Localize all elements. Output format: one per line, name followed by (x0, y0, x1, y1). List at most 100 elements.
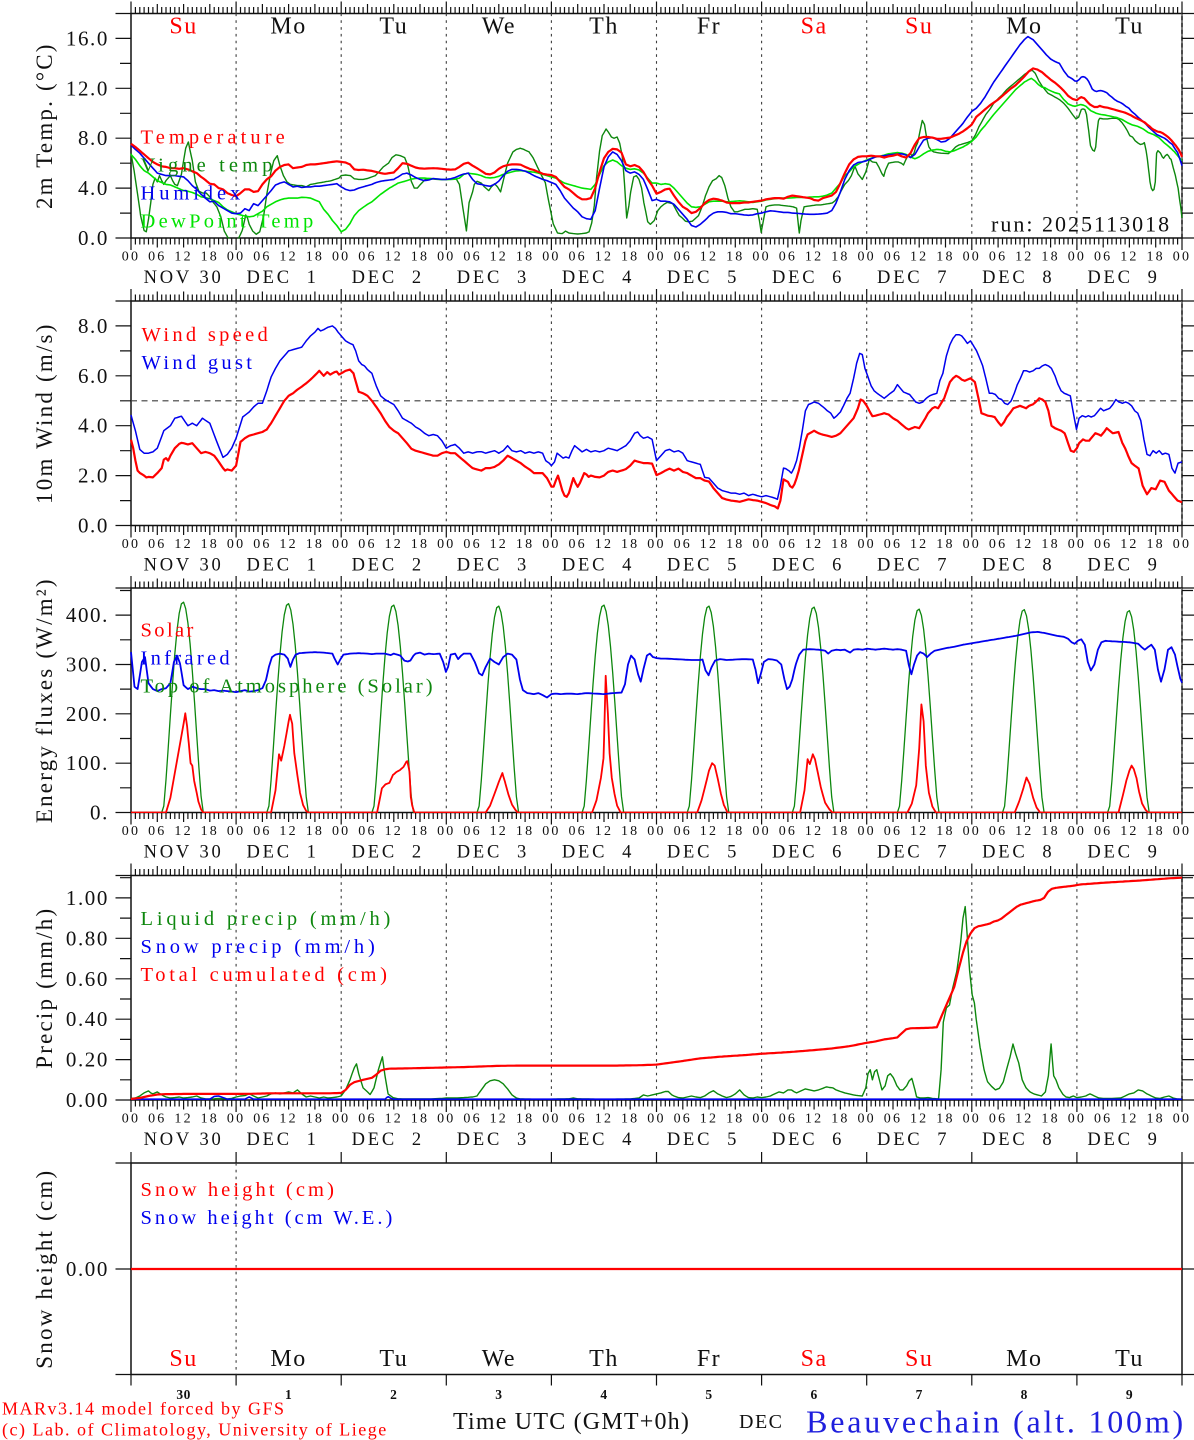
svg-text:00: 00 (542, 1112, 560, 1127)
svg-text:10m Wind (m/s): 10m Wind (m/s) (32, 322, 57, 504)
svg-text:NOV 30: NOV 30 (144, 268, 224, 288)
svg-text:06: 06 (884, 537, 902, 552)
svg-text:12: 12 (1015, 1112, 1033, 1127)
svg-text:06: 06 (779, 537, 797, 552)
svg-text:DEC 4: DEC 4 (562, 1130, 634, 1150)
svg-text:06: 06 (1094, 250, 1112, 265)
svg-text:00: 00 (542, 250, 560, 265)
svg-text:DEC 4: DEC 4 (562, 556, 634, 576)
svg-text:1: 1 (285, 1387, 292, 1402)
svg-text:DEC 1: DEC 1 (246, 556, 318, 576)
svg-text:18: 18 (411, 824, 429, 839)
svg-text:00: 00 (647, 537, 665, 552)
svg-text:06: 06 (463, 1112, 481, 1127)
svg-text:12: 12 (700, 824, 718, 839)
svg-text:8: 8 (1021, 1387, 1028, 1402)
svg-text:Tu: Tu (1115, 14, 1144, 40)
svg-text:Mo: Mo (270, 1346, 306, 1372)
svg-text:06: 06 (253, 1112, 271, 1127)
svg-text:12: 12 (174, 537, 192, 552)
svg-text:Wind gust: Wind gust (142, 352, 256, 374)
svg-text:We: We (482, 1346, 516, 1372)
svg-text:18: 18 (516, 537, 534, 552)
svg-text:NOV 30: NOV 30 (144, 556, 224, 576)
svg-text:18: 18 (306, 1112, 324, 1127)
svg-text:12: 12 (1015, 537, 1033, 552)
svg-text:0.00: 0.00 (66, 1257, 109, 1281)
svg-text:18: 18 (201, 824, 219, 839)
svg-text:Snow height (cm): Snow height (cm) (141, 1179, 338, 1201)
svg-text:Snow precip (mm/h): Snow precip (mm/h) (141, 936, 379, 958)
svg-text:DEC 3: DEC 3 (457, 268, 529, 288)
svg-text:400.: 400. (66, 603, 109, 627)
svg-text:Snow height (cm): Snow height (cm) (32, 1169, 57, 1369)
svg-text:12: 12 (1120, 1112, 1138, 1127)
svg-text:00: 00 (1173, 250, 1191, 265)
svg-text:Sa: Sa (801, 14, 828, 40)
svg-text:6: 6 (810, 1387, 817, 1402)
svg-text:Fr: Fr (697, 1346, 721, 1372)
svg-text:00: 00 (752, 250, 770, 265)
svg-text:06: 06 (1094, 537, 1112, 552)
svg-text:00: 00 (227, 250, 245, 265)
svg-text:06: 06 (884, 824, 902, 839)
svg-text:06: 06 (989, 824, 1007, 839)
svg-text:00: 00 (647, 824, 665, 839)
svg-text:Su: Su (169, 14, 197, 40)
svg-text:DEC 6: DEC 6 (772, 268, 844, 288)
svg-text:18: 18 (936, 537, 954, 552)
svg-text:06: 06 (358, 250, 376, 265)
svg-text:06: 06 (358, 824, 376, 839)
svg-text:06: 06 (253, 537, 271, 552)
svg-text:00: 00 (857, 537, 875, 552)
svg-text:18: 18 (831, 537, 849, 552)
svg-text:DEC 7: DEC 7 (877, 843, 949, 863)
svg-text:DewPoint Temp: DewPoint Temp (141, 211, 317, 233)
svg-text:Th: Th (589, 14, 619, 40)
svg-text:DEC 8: DEC 8 (982, 268, 1054, 288)
svg-text:06: 06 (779, 824, 797, 839)
svg-text:00: 00 (647, 250, 665, 265)
svg-text:00: 00 (857, 824, 875, 839)
svg-text:Wind speed: Wind speed (142, 324, 272, 346)
svg-text:30: 30 (176, 1387, 191, 1402)
svg-text:00: 00 (227, 1112, 245, 1127)
svg-text:06: 06 (253, 824, 271, 839)
svg-text:3: 3 (495, 1387, 502, 1402)
svg-text:06: 06 (568, 250, 586, 265)
svg-text:06: 06 (884, 250, 902, 265)
svg-text:4.0: 4.0 (78, 414, 109, 438)
svg-text:4.0: 4.0 (78, 176, 109, 200)
svg-text:00: 00 (1068, 537, 1086, 552)
svg-text:DEC 5: DEC 5 (667, 268, 739, 288)
svg-text:06: 06 (674, 250, 692, 265)
svg-text:06: 06 (884, 1112, 902, 1127)
svg-text:12: 12 (279, 250, 297, 265)
svg-text:18: 18 (1146, 250, 1164, 265)
svg-text:06: 06 (989, 1112, 1007, 1127)
svg-text:18: 18 (306, 250, 324, 265)
svg-text:18: 18 (1041, 250, 1059, 265)
svg-text:12: 12 (279, 537, 297, 552)
svg-text:8.0: 8.0 (78, 126, 109, 150)
svg-text:18: 18 (936, 250, 954, 265)
svg-text:DEC 1: DEC 1 (246, 843, 318, 863)
svg-text:06: 06 (674, 1112, 692, 1127)
svg-text:06: 06 (568, 824, 586, 839)
svg-text:Fr: Fr (697, 14, 721, 40)
svg-text:300.: 300. (66, 653, 109, 677)
svg-text:12: 12 (174, 250, 192, 265)
svg-text:18: 18 (201, 1112, 219, 1127)
svg-text:DEC 1: DEC 1 (246, 1130, 318, 1150)
svg-text:DEC 6: DEC 6 (772, 1130, 844, 1150)
svg-text:12: 12 (279, 1112, 297, 1127)
svg-text:18: 18 (1146, 1112, 1164, 1127)
svg-text:Beauvechain (alt. 100m): Beauvechain (alt. 100m) (806, 1404, 1186, 1440)
svg-text:06: 06 (148, 824, 166, 839)
svg-text:06: 06 (148, 537, 166, 552)
svg-text:8.0: 8.0 (78, 314, 109, 338)
svg-text:12: 12 (385, 1112, 403, 1127)
svg-text:06: 06 (989, 537, 1007, 552)
svg-text:00: 00 (437, 824, 455, 839)
svg-text:00: 00 (752, 824, 770, 839)
